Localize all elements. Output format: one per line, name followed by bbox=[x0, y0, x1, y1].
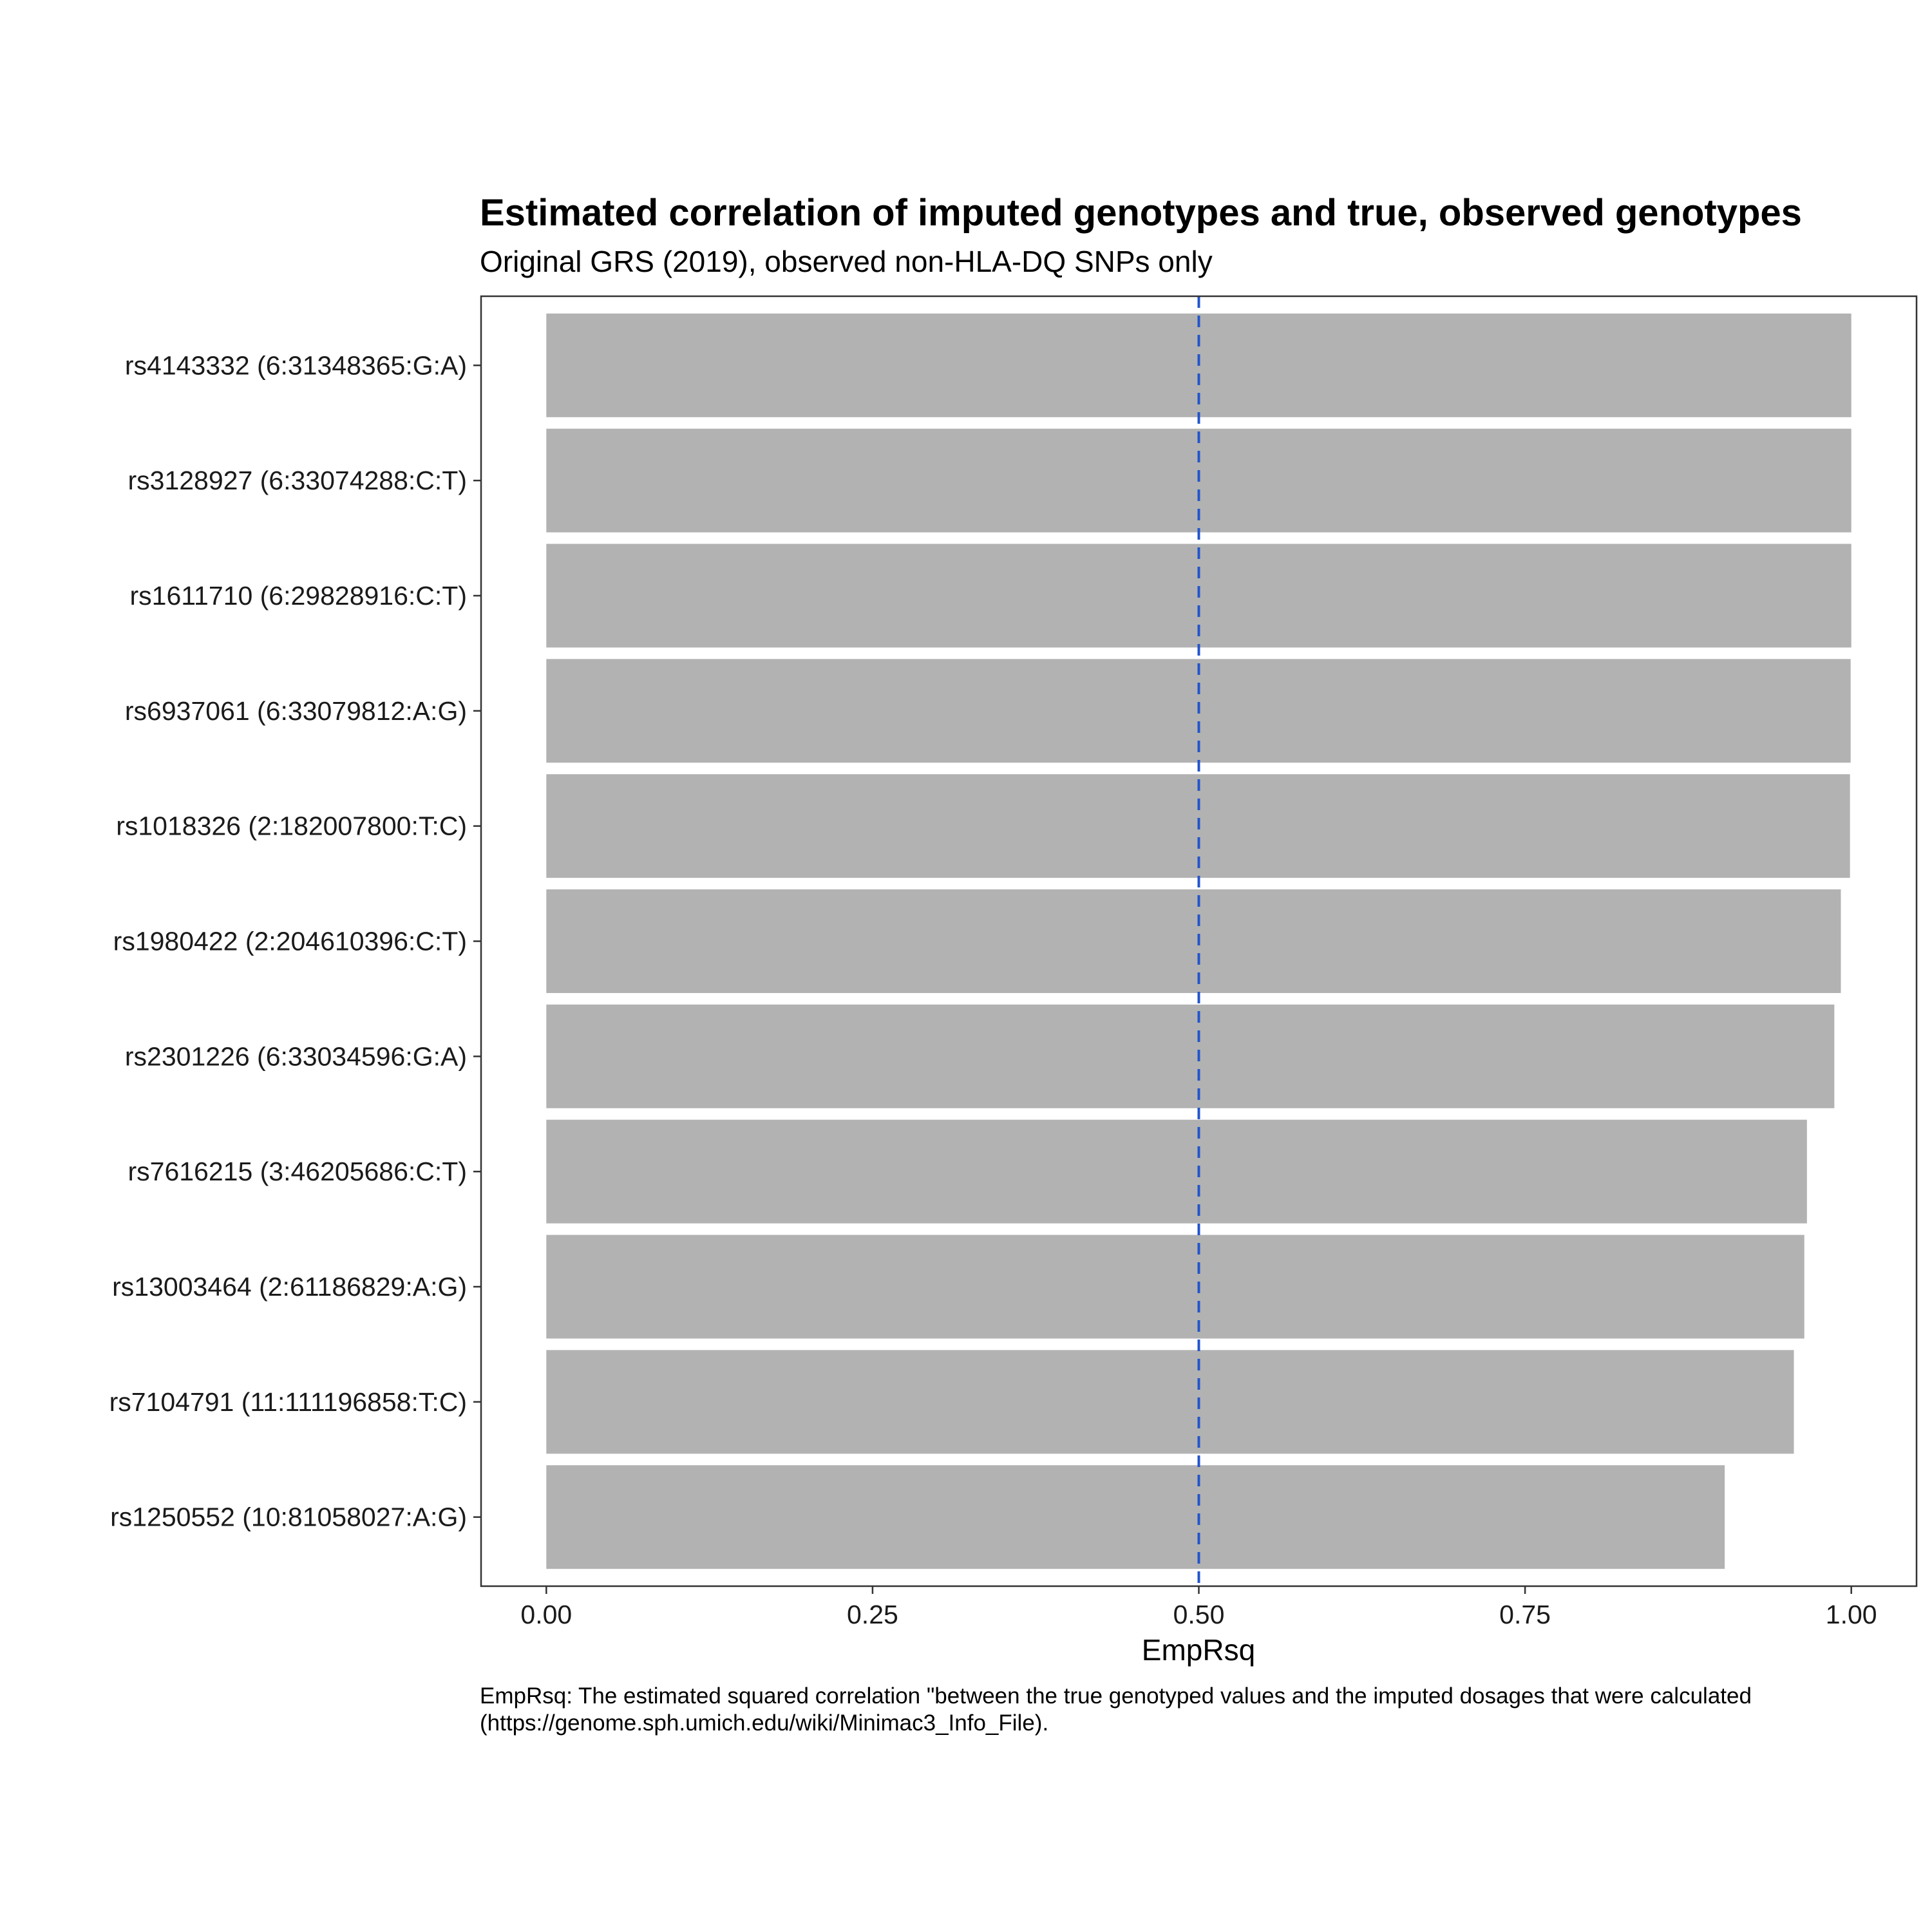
caption-line-2: (https://genome.sph.umich.edu/wiki/Minim… bbox=[480, 1710, 1048, 1736]
bar-9 bbox=[546, 1235, 1804, 1339]
y-tick-label-1: rs4143332 (6:31348365:G:A) bbox=[125, 350, 467, 380]
x-axis-label: EmpRsq bbox=[1142, 1633, 1255, 1667]
x-tick-label-5: 1.00 bbox=[1826, 1600, 1877, 1629]
x-axis: 0.00 0.25 0.50 0.75 1.00 bbox=[520, 1586, 1877, 1629]
bar-8 bbox=[546, 1119, 1807, 1224]
x-tick-label-3: 0.50 bbox=[1173, 1600, 1225, 1629]
y-tick-label-11: rs1250552 (10:81058027:A:G) bbox=[110, 1502, 467, 1532]
x-tick-label-1: 0.00 bbox=[520, 1600, 572, 1629]
y-tick-label-4: rs6937061 (6:33079812:A:G) bbox=[125, 696, 467, 726]
caption-line-1: EmpRsq: The estimated squared correlatio… bbox=[480, 1683, 1752, 1709]
y-tick-label-3: rs1611710 (6:29828916:C:T) bbox=[130, 581, 467, 611]
y-tick-label-7: rs2301226 (6:33034596:G:A) bbox=[125, 1041, 467, 1071]
y-tick-label-9: rs13003464 (2:61186829:A:G) bbox=[112, 1272, 467, 1302]
y-tick-label-5: rs1018326 (2:182007800:T:C) bbox=[116, 811, 467, 841]
bar-6 bbox=[546, 889, 1841, 993]
bar-7 bbox=[546, 1004, 1835, 1108]
chart-subtitle: Original GRS (2019), observed non-HLA-DQ… bbox=[480, 245, 1213, 278]
y-tick-label-8: rs7616215 (3:46205686:C:T) bbox=[128, 1157, 467, 1186]
x-tick-label-2: 0.25 bbox=[847, 1600, 898, 1629]
y-tick-label-2: rs3128927 (6:33074288:C:T) bbox=[128, 466, 467, 495]
y-axis: rs4143332 (6:31348365:G:A) rs3128927 (6:3… bbox=[109, 350, 481, 1532]
y-tick-label-6: rs1980422 (2:204610396:C:T) bbox=[113, 927, 467, 956]
x-tick-label-4: 0.75 bbox=[1499, 1600, 1551, 1629]
bar-11 bbox=[546, 1465, 1725, 1569]
bar-10 bbox=[546, 1350, 1794, 1454]
chart-title: Estimated correlation of imputed genotyp… bbox=[480, 192, 1802, 234]
y-tick-label-10: rs7104791 (11:111196858:T:C) bbox=[109, 1387, 467, 1417]
